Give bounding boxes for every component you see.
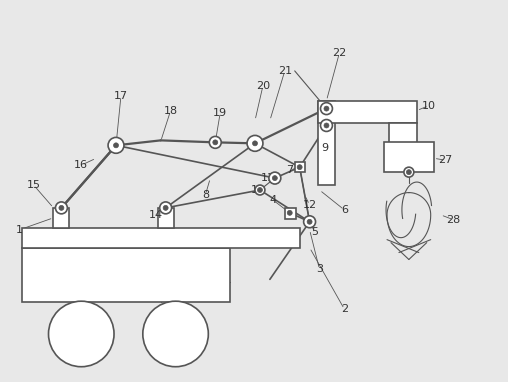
Text: 18: 18 [164, 105, 178, 116]
Circle shape [297, 165, 302, 170]
Circle shape [287, 210, 292, 215]
Circle shape [307, 219, 312, 224]
Circle shape [406, 170, 411, 175]
Text: 7: 7 [286, 165, 293, 175]
Bar [22, 248, 230, 302]
Text: 14: 14 [149, 210, 163, 220]
Text: 8: 8 [202, 190, 209, 200]
Bar [384, 142, 434, 172]
Text: 4: 4 [269, 195, 276, 205]
Text: 28: 28 [447, 215, 461, 225]
Text: 2: 2 [341, 304, 348, 314]
Text: 9: 9 [321, 143, 328, 153]
Circle shape [321, 120, 332, 131]
Text: 17: 17 [114, 91, 128, 101]
Circle shape [55, 202, 68, 214]
Text: 12: 12 [303, 200, 316, 210]
Circle shape [59, 206, 64, 210]
Circle shape [209, 136, 221, 148]
Text: 5: 5 [311, 227, 318, 237]
Bar [53, 208, 70, 228]
Bar [22, 228, 300, 248]
Circle shape [321, 103, 332, 115]
Text: 3: 3 [316, 264, 323, 274]
Circle shape [269, 172, 281, 184]
Circle shape [252, 141, 258, 146]
Bar [295, 162, 305, 172]
Circle shape [304, 216, 315, 228]
Text: 20: 20 [256, 81, 270, 91]
Circle shape [48, 301, 114, 367]
Circle shape [258, 188, 263, 193]
Text: 22: 22 [332, 48, 346, 58]
Text: 27: 27 [438, 155, 453, 165]
Text: 10: 10 [422, 100, 436, 111]
Bar [157, 208, 174, 228]
Bar [318, 101, 417, 123]
Text: 6: 6 [341, 205, 348, 215]
Text: 1: 1 [16, 225, 23, 235]
Circle shape [213, 140, 218, 145]
Circle shape [143, 301, 208, 367]
Circle shape [247, 135, 263, 151]
Circle shape [255, 185, 265, 195]
Circle shape [163, 206, 168, 210]
Bar [285, 208, 296, 219]
Text: 11: 11 [261, 173, 275, 183]
Circle shape [113, 143, 118, 148]
Bar [389, 123, 417, 162]
Text: 13: 13 [251, 185, 265, 195]
Text: 21: 21 [278, 66, 292, 76]
Circle shape [272, 176, 277, 181]
Text: 16: 16 [74, 160, 88, 170]
Circle shape [404, 167, 414, 177]
Circle shape [324, 123, 329, 128]
Bar [318, 101, 335, 185]
Text: 19: 19 [213, 108, 227, 118]
Circle shape [108, 138, 124, 153]
Circle shape [324, 106, 329, 111]
Text: 15: 15 [26, 180, 41, 190]
Circle shape [160, 202, 172, 214]
